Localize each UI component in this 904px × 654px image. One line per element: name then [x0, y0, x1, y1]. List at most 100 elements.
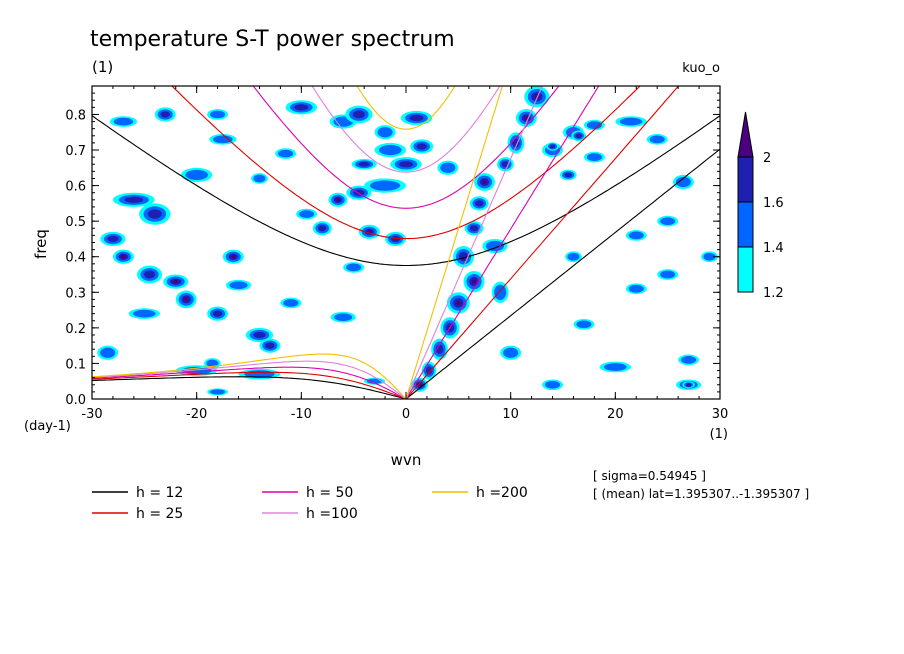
y-tick-label-1: 0.1	[65, 357, 86, 372]
y-tick-label-2: 0.2	[65, 322, 86, 337]
contour-blob-42-level-2	[390, 235, 401, 243]
contour-blob-81-level-2	[685, 382, 692, 387]
contour-blob-55-level-1	[133, 309, 156, 318]
curve-er1-h12	[92, 376, 407, 399]
contour-blob-40-level-2	[318, 225, 327, 232]
y-tick-label-0: 0.0	[65, 393, 86, 408]
contour-blob-32-level-3	[121, 254, 126, 259]
contour-blob-75-level-1	[681, 356, 697, 364]
y-tick-label-4: 0.4	[65, 251, 86, 266]
dispersion-curves	[92, 86, 720, 399]
contour-blob-46-level-1	[113, 117, 134, 126]
contour-blob-78-level-1	[503, 347, 519, 358]
legend-label-h25: h = 25	[136, 506, 183, 522]
contour-blob-18-level-2	[352, 110, 365, 119]
colorbar-label-0: 1.2	[763, 286, 784, 301]
contour-blob-67-level-1	[649, 135, 665, 144]
curve-kelvin-h25	[405, 86, 680, 399]
contour-blob-47-level-1	[210, 110, 226, 119]
y-tick-label-3: 0.3	[65, 286, 86, 301]
contour-blob-14-level-1	[485, 240, 505, 252]
contour-blob-73-level-1	[576, 320, 592, 329]
contour-blob-64-level-1	[586, 153, 602, 161]
contour-blob-29-level-2	[124, 196, 144, 203]
sigma-annotation: [ sigma=0.54945 ]	[593, 469, 706, 483]
contour-blob-38-level-2	[253, 331, 266, 339]
x-unit-label: (1)	[710, 427, 728, 442]
contour-blob-84-level-2	[549, 144, 556, 149]
contour-blob-21-level-2	[416, 143, 427, 150]
curve-ig1-h100	[311, 86, 501, 173]
contour-blob-59-level-1	[206, 359, 219, 368]
curve-kelvin-h200	[405, 86, 503, 399]
curve-er1-h25	[92, 371, 407, 399]
contour-blob-70-level-1	[628, 231, 644, 240]
contour-blob-54-level-1	[334, 313, 353, 322]
contour-blob-4-level-3	[482, 180, 487, 185]
colorbar-triangle	[737, 111, 754, 158]
contour-blob-51-level-1	[346, 263, 362, 272]
contour-blob-52-level-1	[229, 281, 248, 290]
colorbar-segment-2	[737, 156, 754, 203]
y-axis-label: freq	[32, 229, 50, 259]
contour-blob-49-level-1	[299, 210, 315, 218]
x-tick-label-6: 30	[712, 407, 729, 422]
contour-blob-15-level-1	[494, 284, 507, 300]
contour-blob-43-level-1	[185, 169, 208, 181]
contour-blob-69-level-1	[660, 217, 676, 226]
contour-blob-8-level-3	[472, 279, 477, 284]
colorbar-label-2: 1.6	[763, 196, 784, 211]
contour-blob-31-level-2	[107, 235, 119, 243]
y-axis-ticks: 0.0 0.1 0.2 0.3 0.4 0.5 0.6 0.7 0.8	[65, 92, 720, 408]
x-axis-ticks: -30 -20 -10 0 10 20 30	[81, 86, 728, 422]
contour-blob-72-level-1	[628, 284, 644, 293]
colorbar-label-1: 1.4	[763, 241, 784, 256]
contour-blob-74-level-1	[604, 363, 627, 371]
plot-area	[92, 86, 720, 399]
x-tick-label-5: 20	[607, 407, 624, 422]
x-axis-label: wvn	[391, 451, 422, 469]
x-tick-label-1: -20	[186, 407, 207, 422]
contour-blob-28-level-1	[440, 162, 456, 173]
contour-blob-9-level-3	[456, 300, 461, 305]
mean-annotation: [ (mean) lat=1.395307..-1.395307 ]	[593, 487, 809, 501]
legend-label-h12: h = 12	[136, 485, 183, 501]
contour-blob-68-level-1	[675, 176, 691, 188]
curve-ig1-h12	[92, 115, 720, 267]
contour-blob-56-level-1	[100, 347, 116, 358]
x-tick-label-2: -10	[291, 407, 312, 422]
colorbar-segment-1	[737, 201, 754, 248]
contour-blob-35-level-3	[184, 297, 189, 302]
contour-blob-53-level-1	[283, 299, 299, 307]
legend: h = 12 h = 25 h = 50 h =100 h =200	[92, 485, 528, 522]
contour-blob-71-level-1	[660, 270, 676, 279]
colorbar-segment-0	[737, 246, 754, 293]
contour-blob-6-level-2	[469, 225, 479, 232]
colorbar-label-3: 2	[763, 151, 771, 166]
contour-blob-65-level-1	[586, 121, 602, 129]
curve-er1-h200	[92, 353, 407, 399]
x-tick-label-4: 10	[502, 407, 519, 422]
y-tick-label-8: 0.8	[65, 108, 86, 123]
top-right-label: kuo_o	[682, 61, 720, 76]
contour-blob-30-level-2	[147, 209, 162, 219]
y-tick-label-7: 0.7	[65, 144, 86, 159]
contour-blob-77-level-1	[567, 252, 580, 261]
contour-blob-22-level-1	[378, 144, 402, 156]
curve-ig1-h200	[356, 86, 456, 130]
contour-blob-76-level-1	[703, 252, 716, 261]
curve-kelvin-h50	[405, 86, 600, 399]
contour-blob-61-level-1	[210, 389, 226, 395]
curve-er1-h50	[92, 366, 407, 399]
contour-blob-7-level-2	[458, 252, 469, 262]
curve-kelvin-h12	[405, 148, 720, 399]
chart-title: temperature S-T power spectrum	[90, 27, 455, 52]
chart-subtitle: (1)	[92, 58, 113, 76]
contour-blob-16-level-2	[294, 104, 309, 111]
y-tick-label-6: 0.6	[65, 180, 86, 195]
x-tick-label-0: -30	[81, 407, 102, 422]
contour-blob-20-level-2	[409, 114, 424, 122]
contour-blob-36-level-2	[212, 310, 223, 317]
contour-blob-19-level-1	[377, 127, 393, 138]
